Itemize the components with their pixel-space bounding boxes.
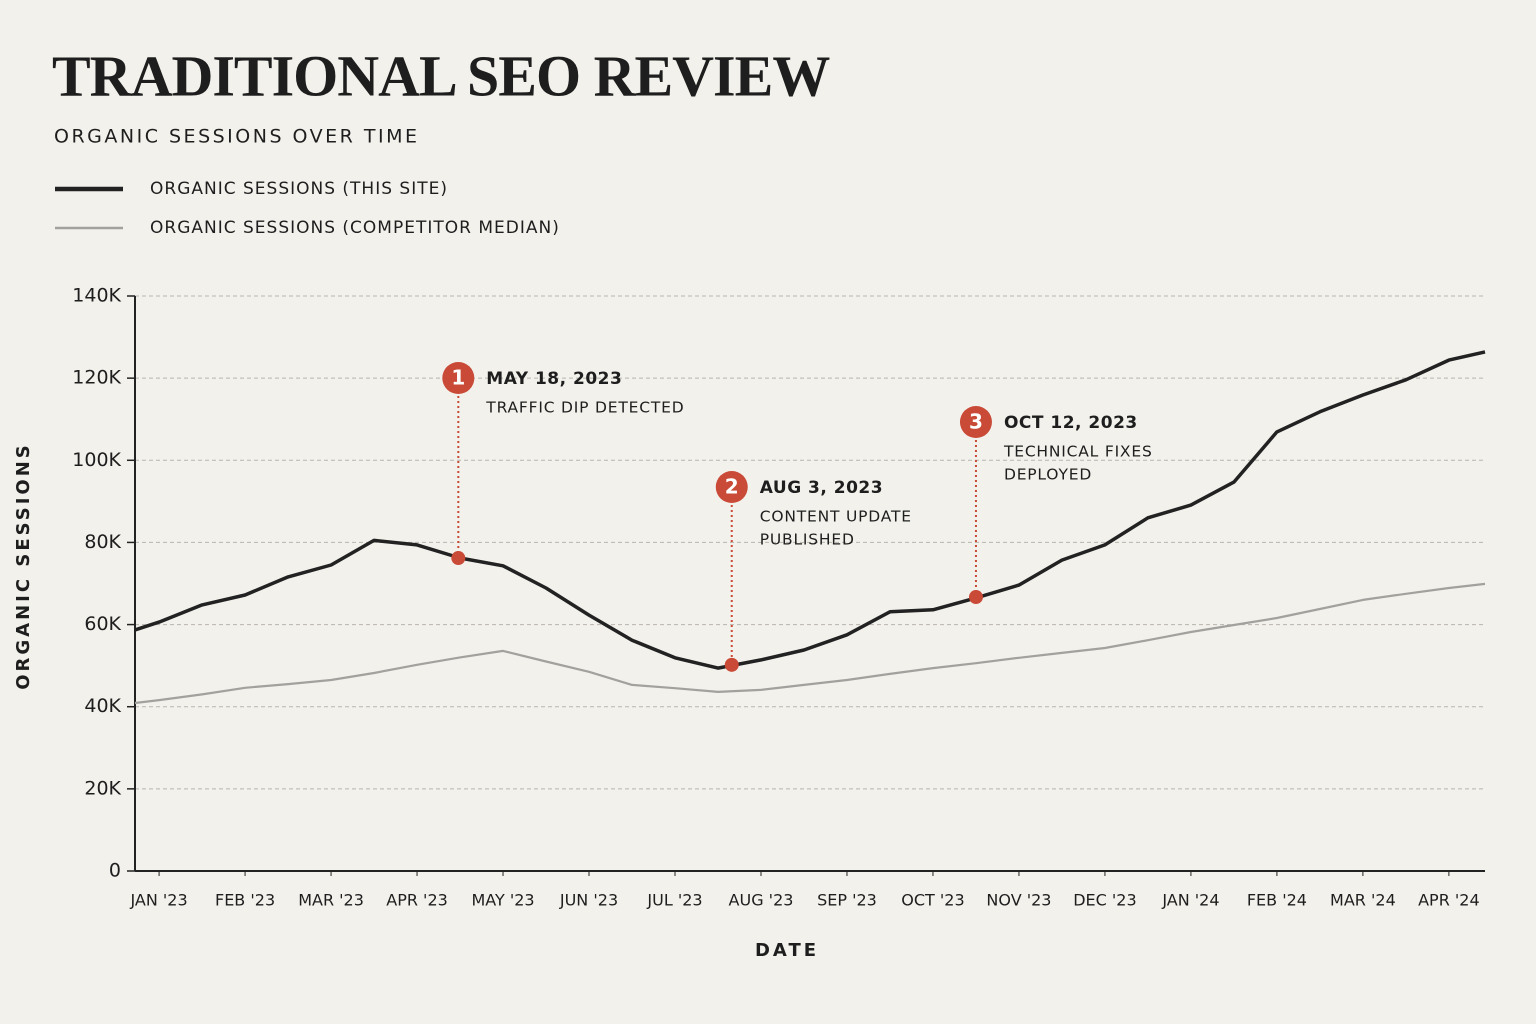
x-tick-label: JAN '23 <box>129 891 187 910</box>
chart-subtitle: ORGANIC SESSIONS OVER TIME <box>54 126 420 148</box>
y-tick-label: 120K <box>72 367 121 389</box>
annotation-point <box>451 551 466 566</box>
y-tick-label: 60K <box>84 613 121 635</box>
x-tick-label: NOV '23 <box>986 891 1051 910</box>
x-tick-label: JUN '23 <box>559 891 618 910</box>
annotation-text: DEPLOYED <box>1004 466 1092 484</box>
annotation-text: TRAFFIC DIP DETECTED <box>485 399 684 417</box>
annotation-date: AUG 3, 2023 <box>760 478 883 498</box>
series-line <box>134 582 1486 705</box>
annotation-number: 3 <box>969 410 983 434</box>
x-axis-title: DATE <box>755 940 819 961</box>
x-tick-label: JUL '23 <box>646 891 702 910</box>
x-tick-label: APR '24 <box>1418 891 1480 910</box>
y-tick-label: 140K <box>72 285 121 307</box>
x-tick-label: AUG '23 <box>729 891 794 910</box>
annotation-point <box>968 590 983 605</box>
y-tick-label: 40K <box>84 695 121 717</box>
annotation-point <box>724 657 739 672</box>
x-tick-label: APR '23 <box>386 891 448 910</box>
legend-label: ORGANIC SESSIONS (THIS SITE) <box>150 179 448 199</box>
x-tick-label: JAN '24 <box>1161 891 1219 910</box>
annotation-date: MAY 18, 2023 <box>486 369 622 389</box>
x-tick-label: SEP '23 <box>817 891 877 910</box>
y-tick-label: 20K <box>84 777 121 799</box>
annotation-number: 2 <box>725 475 739 499</box>
series-line <box>134 350 1486 670</box>
annotation-badge <box>959 406 992 438</box>
annotation-number: 1 <box>451 366 465 390</box>
y-tick-label: 100K <box>72 449 121 471</box>
x-tick-label: MAY '23 <box>471 891 534 910</box>
annotation-text: TECHNICAL FIXES <box>1003 443 1153 461</box>
x-tick-label: DEC '23 <box>1073 891 1136 910</box>
x-tick-label: FEB '23 <box>215 891 275 910</box>
annotation-badge <box>442 362 475 394</box>
y-tick-label: 0 <box>109 860 121 882</box>
y-axis-title: ORGANIC SESSIONS <box>13 442 34 690</box>
y-tick-label: 80K <box>84 531 121 553</box>
x-tick-label: MAR '24 <box>1330 891 1396 910</box>
x-tick-label: OCT '23 <box>901 891 964 910</box>
annotation-date: OCT 12, 2023 <box>1004 413 1138 433</box>
legend-label: ORGANIC SESSIONS (COMPETITOR MEDIAN) <box>150 218 560 238</box>
annotation-badge <box>715 471 748 503</box>
x-tick-label: MAR '23 <box>298 891 364 910</box>
annotation-text: CONTENT UPDATE <box>760 508 912 526</box>
x-tick-label: FEB '24 <box>1247 891 1307 910</box>
annotation-text: PUBLISHED <box>760 531 855 549</box>
chart-title: TRADITIONAL SEO REVIEW <box>52 43 830 108</box>
